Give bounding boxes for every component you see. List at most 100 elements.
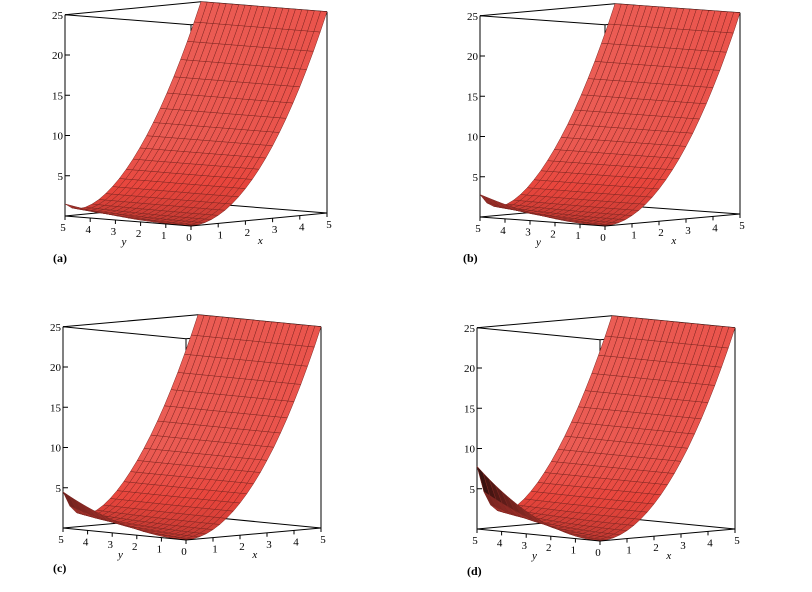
x-tick-label: 1 (631, 230, 637, 242)
z-tick-label: 10 (50, 443, 62, 455)
x-tick-label: 1 (217, 229, 223, 241)
z-tick-label: 5 (473, 172, 479, 184)
y-tick-label: 4 (85, 224, 91, 236)
x-tick-label: 2 (653, 542, 659, 554)
z-tick-label: 5 (470, 484, 476, 496)
box-edge (62, 326, 187, 340)
y-axis-label: y (535, 237, 541, 249)
x-tick-label: 0 (181, 546, 187, 558)
panel-caption: (b) (463, 251, 478, 265)
y-tick-label: 2 (546, 542, 552, 554)
x-axis-line (190, 212, 328, 227)
x-tick-label: 5 (326, 219, 332, 231)
y-tick-label: 2 (132, 541, 138, 553)
y-axis-label: y (531, 550, 537, 562)
x-tick-label: 4 (293, 536, 299, 548)
surface-plot-d: 5 10 15 20 25 0 1 2 3 4 5 1 2 3 4 5 x y (d) (464, 315, 740, 578)
y-tick-label: 3 (111, 226, 117, 238)
x-tick-label: 1 (212, 544, 218, 556)
z-tick-label: 20 (467, 51, 479, 63)
panel-caption: (d) (467, 564, 482, 578)
y-tick-label: 1 (161, 230, 167, 242)
y-tick-label: 5 (58, 534, 64, 546)
x-tick-label: 4 (299, 222, 305, 234)
z-tick-label: 10 (467, 132, 479, 144)
z-tick-label: 15 (50, 402, 62, 414)
x-axis-label: x (665, 550, 671, 562)
y-tick-label: 3 (107, 539, 113, 551)
surface-mesh (64, 1, 328, 227)
z-tick-label: 25 (50, 322, 62, 334)
y-tick-label: 5 (60, 222, 66, 234)
z-tick-label: 10 (464, 444, 476, 456)
panel-caption: (a) (53, 251, 67, 265)
x-tick-label: 3 (266, 539, 272, 551)
z-tick-label: 25 (464, 323, 476, 335)
x-tick-label: 5 (739, 220, 745, 232)
surface-mesh (62, 314, 322, 541)
z-tick-label: 10 (52, 131, 64, 143)
x-tick-label: 0 (186, 232, 192, 244)
y-tick-label: 5 (472, 535, 478, 547)
surface-mesh (479, 3, 741, 227)
y-tick-label: 4 (83, 536, 89, 548)
z-tick-label: 5 (56, 483, 62, 495)
z-tick-label: 15 (52, 90, 64, 102)
x-tick-label: 4 (707, 537, 713, 549)
x-tick-label: 2 (245, 227, 251, 239)
y-tick-label: 1 (575, 230, 581, 242)
y-tick-label: 3 (521, 540, 527, 552)
y-tick-label: 2 (550, 228, 556, 240)
x-axis-line (604, 213, 741, 227)
z-tick-label: 25 (52, 10, 64, 22)
y-axis-line (476, 528, 601, 542)
box-edge (476, 315, 613, 329)
y-tick-label: 4 (500, 225, 506, 237)
surface-patch (313, 10, 328, 33)
x-axis-label: x (670, 235, 676, 247)
x-tick-label: 2 (658, 227, 664, 239)
surface-patch (721, 326, 736, 349)
z-tick-label: 25 (467, 11, 479, 23)
x-tick-label: 4 (712, 222, 718, 234)
y-tick-label: 2 (136, 228, 142, 240)
box-edge (479, 3, 616, 17)
surface-patch (307, 325, 322, 348)
surface-plot-b: 5 10 15 20 25 0 1 2 3 4 5 1 2 3 4 5 x y (b) (463, 3, 745, 265)
box-edge (62, 314, 199, 328)
x-axis-line (185, 527, 322, 541)
y-axis-label: y (117, 549, 123, 561)
y-tick-label: 4 (497, 537, 503, 549)
y-axis-line (64, 215, 192, 227)
surface-plot-a: 5 10 15 20 25 0 1 2 3 4 5 1 2 3 4 5 x y (a) (52, 1, 332, 265)
z-tick-label: 5 (58, 171, 64, 183)
box-edge (476, 327, 601, 341)
box-edge (64, 14, 192, 26)
box-edge (479, 15, 606, 26)
surface-patch (726, 12, 741, 34)
x-tick-label: 5 (320, 534, 326, 546)
x-tick-label: 3 (680, 540, 686, 552)
x-tick-label: 3 (685, 225, 691, 237)
y-axis-label: y (121, 236, 127, 248)
y-tick-label: 5 (475, 223, 481, 235)
x-tick-label: 3 (272, 224, 278, 236)
x-tick-label: 0 (595, 547, 601, 559)
panel-caption: (c) (53, 561, 66, 575)
x-axis-label: x (257, 235, 263, 247)
x-tick-label: 5 (734, 535, 740, 547)
x-tick-label: 1 (626, 545, 632, 557)
x-tick-label: 0 (600, 232, 606, 244)
z-tick-label: 15 (464, 403, 476, 415)
x-axis-line (599, 528, 736, 542)
y-axis-line (62, 527, 187, 541)
x-tick-label: 2 (239, 541, 245, 553)
y-axis-line (479, 216, 606, 227)
z-tick-label: 20 (52, 50, 64, 62)
z-tick-label: 15 (467, 91, 479, 103)
y-tick-label: 1 (571, 545, 577, 557)
y-tick-label: 3 (525, 227, 531, 239)
z-tick-label: 20 (50, 362, 62, 374)
z-tick-label: 20 (464, 363, 476, 375)
